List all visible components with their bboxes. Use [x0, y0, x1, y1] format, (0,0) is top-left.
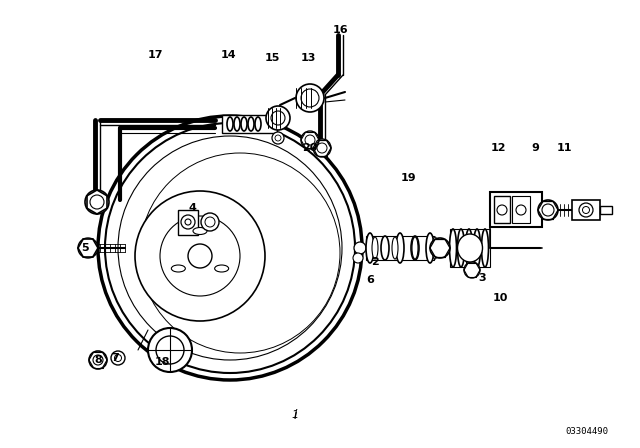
Circle shape: [188, 244, 212, 268]
Circle shape: [148, 328, 192, 372]
Bar: [366, 236, 434, 260]
Circle shape: [85, 190, 109, 214]
Circle shape: [118, 136, 342, 360]
Text: 18: 18: [154, 357, 170, 367]
Bar: [494, 196, 510, 223]
Circle shape: [266, 106, 290, 130]
Ellipse shape: [474, 229, 481, 267]
Circle shape: [135, 191, 265, 321]
Circle shape: [185, 219, 191, 225]
Text: 16: 16: [332, 25, 348, 35]
Text: 7: 7: [111, 353, 119, 363]
Circle shape: [582, 207, 589, 214]
Bar: [572, 200, 600, 220]
Circle shape: [430, 238, 450, 258]
Circle shape: [140, 153, 340, 353]
Circle shape: [205, 217, 215, 227]
Ellipse shape: [481, 229, 488, 267]
Circle shape: [181, 215, 195, 229]
Ellipse shape: [193, 228, 207, 234]
Text: 3: 3: [478, 273, 486, 283]
Bar: [178, 210, 198, 235]
Circle shape: [112, 130, 348, 366]
Ellipse shape: [465, 229, 472, 267]
Circle shape: [296, 84, 324, 112]
Ellipse shape: [366, 233, 374, 263]
Text: 15: 15: [264, 53, 280, 63]
Ellipse shape: [372, 237, 378, 259]
Ellipse shape: [214, 265, 228, 272]
Ellipse shape: [392, 237, 398, 259]
Circle shape: [90, 195, 104, 209]
Text: 14: 14: [220, 50, 236, 60]
Circle shape: [464, 262, 480, 278]
Circle shape: [78, 238, 98, 258]
Ellipse shape: [381, 236, 389, 260]
Text: 03304490: 03304490: [565, 427, 608, 436]
Ellipse shape: [449, 229, 456, 267]
Circle shape: [317, 143, 327, 153]
Circle shape: [156, 336, 184, 364]
Text: i: i: [293, 409, 297, 422]
Text: 5: 5: [81, 243, 89, 253]
Text: 2: 2: [371, 257, 379, 267]
Circle shape: [201, 213, 219, 231]
Circle shape: [93, 355, 103, 365]
Ellipse shape: [255, 117, 261, 131]
Circle shape: [354, 242, 366, 254]
Circle shape: [105, 123, 355, 373]
Circle shape: [271, 111, 285, 125]
Bar: [450, 229, 490, 267]
Text: 8: 8: [94, 355, 102, 365]
Text: 1: 1: [291, 410, 299, 420]
Bar: [600, 206, 612, 214]
Circle shape: [301, 131, 319, 149]
Text: 13: 13: [300, 53, 316, 63]
Ellipse shape: [412, 237, 418, 259]
Bar: [222, 115, 277, 133]
Circle shape: [313, 139, 331, 157]
Circle shape: [115, 354, 122, 362]
Ellipse shape: [426, 233, 434, 263]
Circle shape: [98, 116, 362, 380]
Ellipse shape: [432, 237, 438, 259]
Ellipse shape: [458, 234, 483, 262]
Circle shape: [305, 135, 315, 145]
Text: 20: 20: [302, 143, 317, 153]
Ellipse shape: [172, 265, 186, 272]
Bar: [512, 196, 530, 223]
Circle shape: [516, 205, 526, 215]
Ellipse shape: [248, 117, 254, 131]
Circle shape: [497, 205, 507, 215]
Ellipse shape: [411, 236, 419, 260]
Circle shape: [301, 89, 319, 107]
Circle shape: [89, 351, 107, 369]
Text: 11: 11: [556, 143, 572, 153]
Circle shape: [579, 203, 593, 217]
Text: 19: 19: [400, 173, 416, 183]
Ellipse shape: [227, 117, 233, 131]
Text: 10: 10: [492, 293, 508, 303]
Text: 17: 17: [147, 50, 163, 60]
Bar: [490, 192, 542, 227]
Circle shape: [160, 216, 240, 296]
Text: 6: 6: [366, 275, 374, 285]
Circle shape: [353, 253, 363, 263]
Text: 12: 12: [490, 143, 506, 153]
Text: 9: 9: [531, 143, 539, 153]
Ellipse shape: [241, 117, 247, 131]
Circle shape: [542, 204, 554, 216]
Circle shape: [275, 135, 281, 141]
Circle shape: [538, 200, 558, 220]
Ellipse shape: [234, 117, 240, 131]
Text: 4: 4: [188, 203, 196, 213]
Ellipse shape: [396, 233, 404, 263]
Circle shape: [272, 132, 284, 144]
Ellipse shape: [458, 229, 465, 267]
Circle shape: [111, 351, 125, 365]
